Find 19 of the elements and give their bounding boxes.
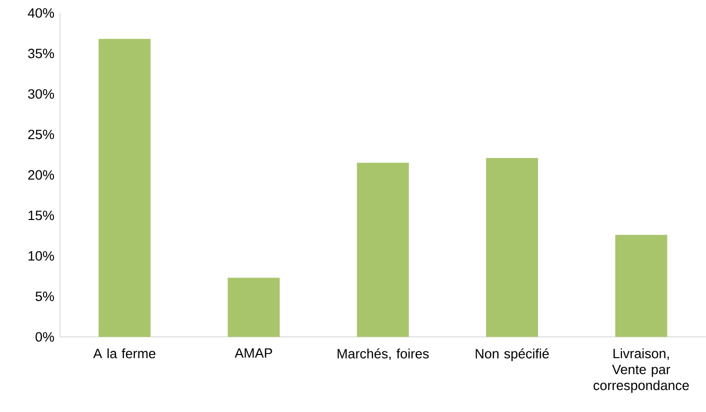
x-tick-label: Non spécifié: [476, 348, 549, 362]
y-tick-label: 15%: [28, 210, 54, 220]
bar: [356, 162, 409, 337]
y-tick-label: 10%: [28, 251, 54, 261]
y-tick-label: 25%: [28, 130, 54, 140]
y-tick-label: 5%: [36, 292, 54, 302]
bar: [486, 158, 538, 337]
y-tick-label: 30%: [28, 89, 54, 99]
bar: [615, 234, 668, 337]
y-tick-label: 40%: [28, 8, 54, 18]
y-tick-label: 20%: [28, 170, 54, 180]
y-tick-label: 35%: [28, 48, 54, 58]
y-tick-label: 0%: [36, 332, 54, 342]
x-tick-label: Livraison, Vente par correspondance: [594, 348, 689, 393]
bar: [228, 278, 280, 337]
x-tick-label: AMAP: [234, 348, 272, 358]
x-tick-label: Marchés, foires: [338, 348, 429, 360]
bar: [98, 38, 151, 337]
x-tick-label: A la ferme: [93, 348, 156, 358]
